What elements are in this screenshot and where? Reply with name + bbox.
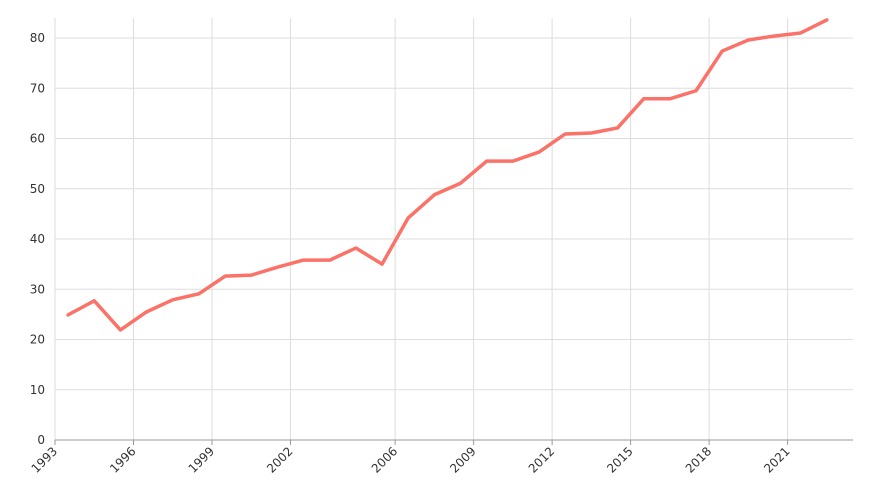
x-tick-label: 2006 <box>369 444 400 475</box>
y-tick-label: 20 <box>30 333 45 347</box>
x-tick-label: 2012 <box>526 444 557 475</box>
y-tick-label: 50 <box>30 182 45 196</box>
y-tick-label: 0 <box>37 433 45 447</box>
x-tick-label: 2002 <box>264 444 295 475</box>
x-tick-label: 1999 <box>186 444 217 475</box>
x-tick-label: 2009 <box>447 444 478 475</box>
x-tick-label: 1993 <box>29 444 60 475</box>
x-tick-label: 2015 <box>604 444 635 475</box>
x-tick-label: 1996 <box>107 444 138 475</box>
y-tick-label: 80 <box>30 31 45 45</box>
line <box>66 18 829 332</box>
x-tick-label: 2021 <box>761 444 792 475</box>
y-tick-label: 10 <box>30 383 45 397</box>
y-tick-label: 40 <box>30 232 45 246</box>
x-tick-label: 2018 <box>683 444 714 475</box>
y-tick-label: 30 <box>30 282 45 296</box>
y-tick-label: 60 <box>30 132 45 146</box>
y-tick-label: 70 <box>30 81 45 95</box>
